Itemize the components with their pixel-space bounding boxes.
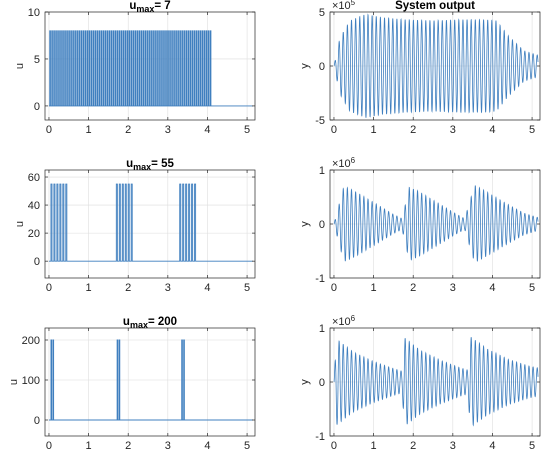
x-tick-label: 1: [86, 282, 92, 294]
y-tick-label: 1: [319, 323, 325, 335]
y-tick-label: 40: [28, 200, 40, 212]
panel-title: System output: [395, 0, 475, 12]
x-tick-label: 3: [450, 124, 456, 136]
series-line: [333, 13, 539, 118]
y-axis-label: u: [14, 63, 26, 69]
series-line: [333, 337, 539, 427]
x-tick-label: 3: [450, 440, 456, 450]
x-tick-label: 1: [371, 124, 377, 136]
x-tick-label: 0: [331, 440, 337, 450]
panel-output_55: 0 1 2 3 4 5 -1 0 1 y ×106: [299, 156, 541, 294]
x-tick-label: 5: [529, 124, 535, 136]
x-tick-label: 4: [489, 440, 495, 450]
series-line: [48, 339, 254, 421]
x-tick-label: 4: [204, 282, 210, 294]
series-line: [48, 30, 254, 107]
x-tick-label: 3: [450, 282, 456, 294]
x-tick-label: 5: [244, 282, 250, 294]
y-exponent-label: ×105: [332, 0, 356, 12]
x-tick-label: 1: [86, 124, 92, 136]
y-tick-label: 10: [28, 7, 40, 19]
y-tick-label: 0: [34, 256, 40, 268]
y-tick-label: 1: [319, 165, 325, 177]
x-tick-label: 2: [125, 282, 131, 294]
x-tick-label: 4: [489, 282, 495, 294]
y-axis-label: u: [8, 379, 20, 385]
x-tick-label: 2: [410, 282, 416, 294]
y-axis-label: y: [299, 63, 311, 69]
x-tick-label: 3: [165, 282, 171, 294]
panel-input_7: 0 1 2 3 4 5 0 5 10 u umax= 7: [14, 0, 256, 136]
series-line: [333, 185, 539, 262]
x-tick-label: 2: [410, 124, 416, 136]
y-tick-label: 0: [319, 377, 325, 389]
panel-input_55: 0 1 2 3 4 5 0 20 40 60 u umax= 55: [14, 158, 256, 294]
y-tick-label: 5: [34, 54, 40, 66]
y-tick-label: 200: [22, 335, 40, 347]
x-tick-label: 0: [46, 124, 52, 136]
x-tick-label: 5: [529, 440, 535, 450]
x-tick-label: 4: [204, 124, 210, 136]
y-tick-label: 20: [28, 228, 40, 240]
y-tick-label: 0: [319, 61, 325, 73]
axes-box: [44, 169, 256, 279]
series-line: [48, 183, 254, 262]
x-tick-label: 4: [204, 440, 210, 450]
panel-input_200: 0123450100200ut [ms]umax= 200: [8, 316, 256, 450]
x-tick-label: 2: [410, 440, 416, 450]
x-tick-label: 2: [125, 440, 131, 450]
x-tick-label: 4: [489, 124, 495, 136]
x-tick-label: 1: [371, 282, 377, 294]
y-tick-label: 5: [319, 7, 325, 19]
panel-output_7: 0 1 2 3 4 5 -5 0 5 y ×105 System output: [299, 0, 541, 136]
y-axis-label: y: [299, 221, 311, 227]
y-tick-label: 0: [34, 415, 40, 427]
x-tick-label: 5: [529, 282, 535, 294]
x-tick-label: 0: [331, 124, 337, 136]
x-tick-label: 0: [46, 440, 52, 450]
x-tick-label: 2: [125, 124, 131, 136]
x-tick-label: 3: [165, 440, 171, 450]
y-tick-label: 100: [22, 375, 40, 387]
y-tick-label: 60: [28, 172, 40, 184]
x-tick-label: 0: [331, 282, 337, 294]
y-exponent-label: ×106: [332, 314, 356, 328]
y-axis-label: y: [299, 379, 311, 385]
y-exponent-label: ×106: [332, 156, 356, 170]
x-tick-label: 3: [165, 124, 171, 136]
panel-title: umax= 55: [126, 158, 174, 172]
axes-box: [44, 11, 256, 121]
x-tick-label: 5: [244, 124, 250, 136]
y-tick-label: -1: [315, 431, 325, 443]
y-tick-label: -5: [315, 115, 325, 127]
panel-title: umax= 7: [129, 0, 170, 14]
panel-title: umax= 200: [123, 316, 177, 330]
x-tick-label: 1: [86, 440, 92, 450]
y-tick-label: 0: [319, 219, 325, 231]
y-axis-label: u: [14, 221, 26, 227]
y-tick-label: 0: [34, 101, 40, 113]
x-tick-label: 5: [244, 440, 250, 450]
axes-box: [44, 327, 256, 437]
x-tick-label: 1: [371, 440, 377, 450]
y-tick-label: -1: [315, 273, 325, 285]
x-tick-label: 0: [46, 282, 52, 294]
